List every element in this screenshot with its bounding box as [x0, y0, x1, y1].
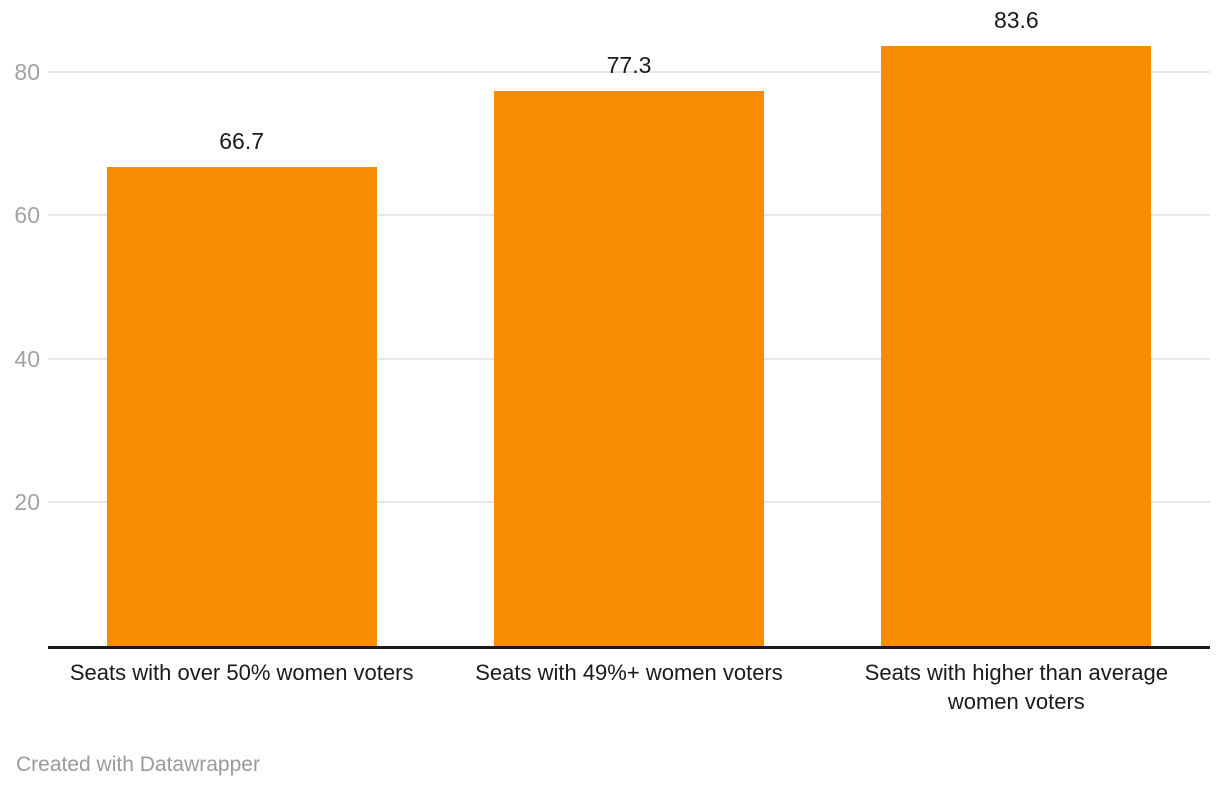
x-category-label: Seats with over 50% women voters	[69, 660, 414, 685]
bar-value-label: 66.7	[219, 128, 265, 155]
bar-value-label: 77.3	[606, 52, 652, 79]
y-tick-label: 20	[14, 489, 40, 516]
x-category-label: Seats with 49%+ women voters	[475, 660, 783, 685]
x-axis-labels: Seats with over 50% women voters Seats wi…	[48, 658, 1210, 716]
x-category-label: Seats with higher than average women vot…	[864, 660, 1168, 714]
y-tick-label: 60	[14, 202, 40, 229]
y-tick-label: 80	[14, 58, 40, 85]
plot-area: 20 40 60 80 66.7 77.3 83.6	[14, 0, 1210, 649]
attribution-text: Created with Datawrapper	[16, 753, 260, 776]
bar-value-label: 83.6	[993, 6, 1039, 33]
bar	[494, 91, 764, 646]
bar	[106, 167, 377, 646]
gridline	[48, 70, 1210, 73]
bar	[881, 45, 1152, 646]
y-tick-label: 40	[14, 345, 40, 372]
